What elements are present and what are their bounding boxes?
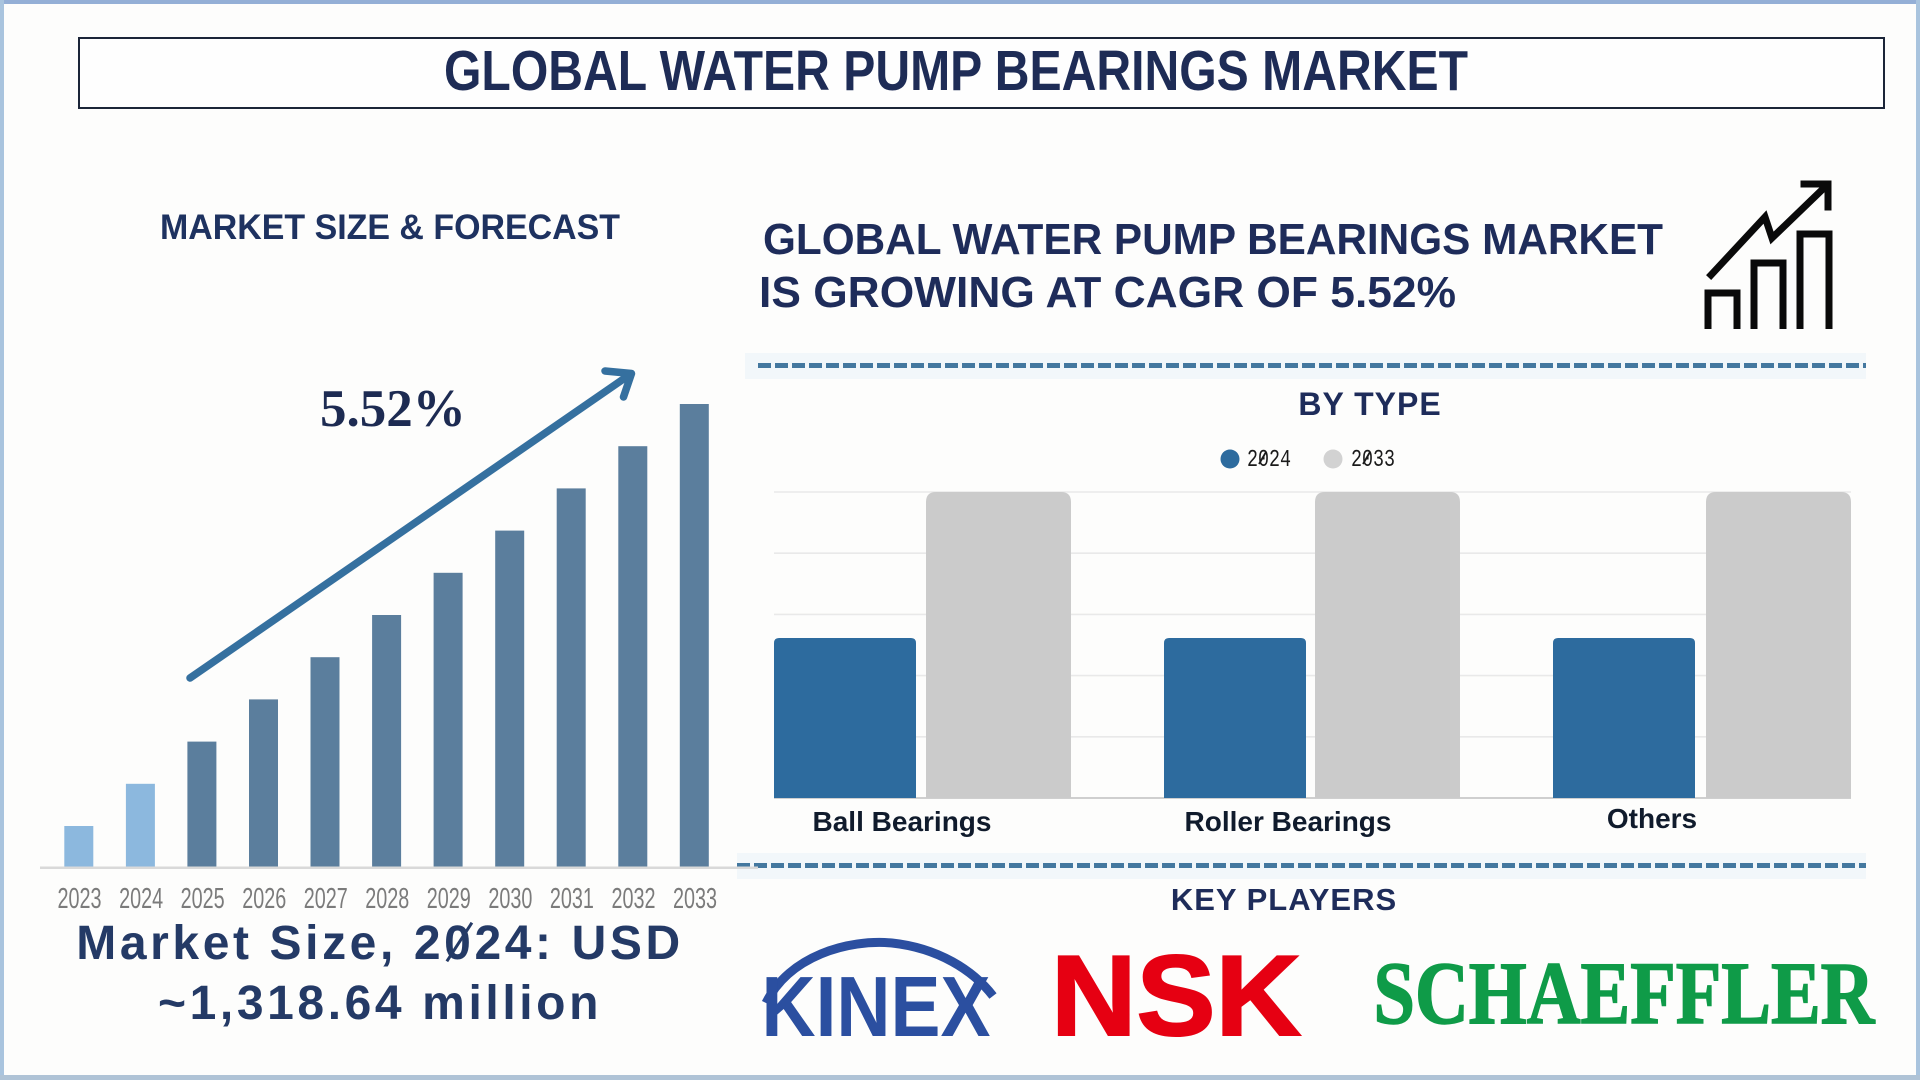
svg-text:2023: 2023 [58,883,102,915]
svg-text:2029: 2029 [427,883,471,915]
svg-text:KINEX: KINEX [762,960,991,1055]
svg-text:2026: 2026 [242,883,286,915]
svg-text:2025: 2025 [181,883,225,915]
svg-text:2027: 2027 [304,883,348,915]
svg-text:MARKET SIZE & FORECAST: MARKET SIZE & FORECAST [160,208,620,247]
svg-text:GLOBAL WATER PUMP BEARINGS MAR: GLOBAL WATER PUMP BEARINGS MARKET [444,39,1468,103]
svg-text:2033: 2033 [1351,447,1395,474]
svg-text:SCHAEFFLER: SCHAEFFLER [1374,945,1876,1043]
svg-text:IS GROWING AT CAGR OF 5.52%: IS GROWING AT CAGR OF 5.52% [759,268,1456,317]
svg-text:2031: 2031 [550,883,594,915]
svg-text:NSK: NSK [1051,933,1301,1060]
svg-text:2032: 2032 [612,883,656,915]
svg-text:2024: 2024 [119,883,163,915]
svg-text:2033: 2033 [673,883,717,915]
svg-text:2024: 2024 [1247,447,1291,474]
svg-text:GLOBAL WATER PUMP BEARINGS MAR: GLOBAL WATER PUMP BEARINGS MARKET [763,215,1663,264]
svg-text:2030: 2030 [488,883,532,915]
svg-text:2028: 2028 [365,883,409,915]
